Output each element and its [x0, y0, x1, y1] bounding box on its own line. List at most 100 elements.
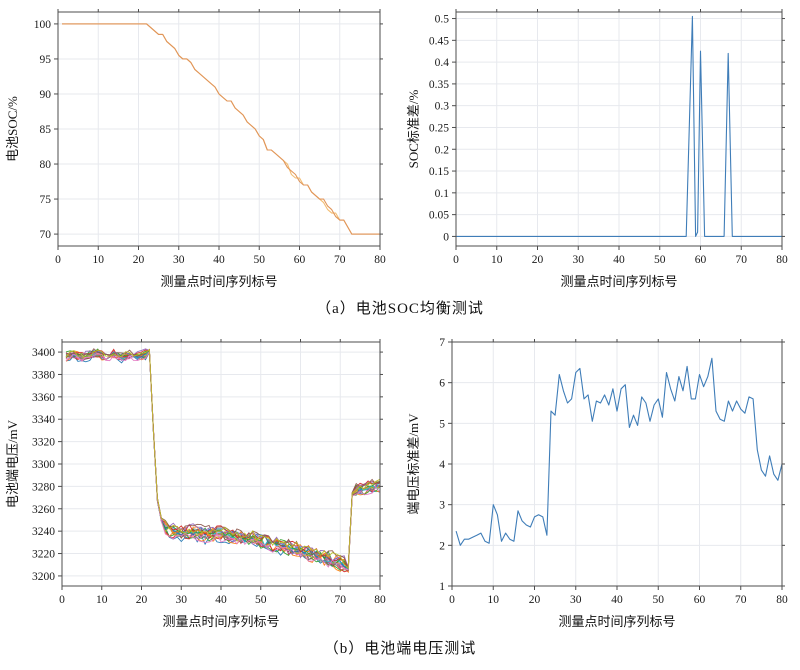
x-tick-label: 30: [173, 254, 185, 266]
y-tick-label: 0: [443, 231, 449, 243]
voltage-cell-trace: [65, 348, 381, 569]
x-tick-label: 80: [374, 254, 386, 266]
voltage-cell-trace: [65, 349, 381, 571]
x-tick-label: 50: [255, 594, 267, 606]
y-tick-label: 0.35: [429, 79, 449, 91]
x-tick-label: 40: [215, 594, 227, 606]
y-tick-label: 75: [40, 194, 52, 206]
y-tick-label: 0.3: [435, 101, 450, 113]
x-tick-label: 50: [653, 594, 665, 606]
cell-voltage-plot: 0 10 20 30 40 50 60 70 80 3200 3220 3240 3260 3280 330…: [2, 332, 392, 632]
y-tick-label: 3200: [32, 571, 55, 583]
x-tick-label: 0: [59, 594, 65, 606]
y-axis-label: SOC标准差/%: [406, 89, 421, 168]
y-axis-label: 电池端电压/mV: [5, 419, 20, 508]
x-axis-label: 测量点时间序列标号: [558, 614, 675, 629]
voltage-cell-trace: [65, 348, 381, 569]
x-tick-label: 0: [453, 254, 459, 266]
voltage-cell-trace: [65, 350, 381, 573]
y-tick-label: 80: [40, 159, 52, 171]
chart-soc-std: 0 10 20 30 40 50 60 70 80 0 0.05 0.1 0.15 0.2 0.25 0.3 0…: [406, 2, 796, 292]
soc-cells-group-2: [62, 23, 380, 235]
y-tick-label: 0.45: [429, 35, 449, 47]
x-tick-label: 70: [335, 594, 347, 606]
caption-b: （b）电池端电压测试: [323, 641, 477, 657]
chart-voltage-std: 0 10 20 30 40 50 60 70 80 1 2 3 4 5 6 7 测量点时间序列标号 端电压标准差/…: [406, 332, 796, 632]
soc-std-plot: 0 10 20 30 40 50 60 70 80 0 0.05 0.1 0.15 0.2 0.25 0.3 0…: [406, 2, 796, 292]
x-axis-label: 测量点时间序列标号: [160, 274, 277, 289]
y-tick-label: 3380: [32, 369, 55, 381]
x-tick-label: 10: [491, 254, 503, 266]
x-tick-label: 10: [96, 594, 108, 606]
x-tick-label: 60: [695, 254, 707, 266]
y-tick-label: 7: [439, 337, 445, 349]
voltage-cell-trace: [65, 349, 381, 570]
y-axis-label: 端电压标准差/mV: [406, 413, 421, 515]
y-tick-label: 3220: [32, 549, 55, 561]
y-tick-label: 4: [439, 459, 445, 471]
y-tick-label: 0.4: [435, 57, 450, 69]
x-tick-label: 10: [93, 254, 105, 266]
x-tick-label: 70: [736, 254, 748, 266]
y-tick-label: 2: [439, 540, 445, 552]
x-tick-label: 30: [176, 594, 188, 606]
x-tick-label: 70: [334, 254, 346, 266]
y-tick-label: 0.1: [435, 188, 450, 200]
x-axis-label: 测量点时间序列标号: [560, 274, 677, 289]
y-tick-label: 70: [40, 229, 52, 241]
x-tick-label: 0: [449, 594, 455, 606]
x-tick-label: 0: [55, 254, 61, 266]
x-tick-label: 30: [573, 254, 585, 266]
y-tick-label: 3300: [32, 459, 55, 471]
x-tick-label: 50: [654, 254, 666, 266]
y-axis-label: 电池SOC/%: [5, 96, 20, 162]
y-tick-label: 6: [439, 378, 445, 390]
y-tick-label: 0.15: [429, 166, 449, 178]
soc-balance-plot: 0 10 20 30 40 50 60 70 80 70 75 80 85 90 95 100 测量点时间序列标…: [2, 2, 392, 292]
x-tick-label: 60: [295, 594, 307, 606]
voltage-std-line: [455, 357, 783, 546]
x-tick-label: 40: [213, 254, 225, 266]
x-tick-label: 20: [133, 254, 145, 266]
y-tick-label: 0.5: [435, 14, 450, 26]
voltage-cell-trace: [65, 348, 381, 568]
y-tick-label: 90: [40, 89, 52, 101]
x-tick-label: 50: [254, 254, 266, 266]
y-tick-label: 3280: [32, 481, 55, 493]
y-tick-label: 1: [439, 581, 445, 593]
voltage-cell-trace: [65, 351, 381, 571]
y-tick-label: 3360: [32, 392, 55, 404]
voltage-cell-trace: [65, 348, 381, 571]
y-tick-label: 3240: [32, 526, 55, 538]
x-tick-label: 30: [570, 594, 582, 606]
voltage-cell-trace: [65, 350, 381, 571]
chart-soc-balance: 0 10 20 30 40 50 60 70 80 70 75 80 85 90 95 100 测量点时间序列标…: [2, 2, 392, 292]
y-tick-label: 3: [439, 500, 445, 512]
y-tick-label: 85: [40, 124, 52, 136]
x-tick-label: 60: [694, 594, 706, 606]
y-tick-label: 0.2: [435, 144, 450, 156]
y-tick-label: 0.05: [429, 210, 449, 222]
chart-cell-voltage: 0 10 20 30 40 50 60 70 80 3200 3220 3240 3260 3280 330…: [2, 332, 392, 632]
voltage-std-plot: 0 10 20 30 40 50 60 70 80 1 2 3 4 5 6 7 测量点时间序列标号 端电压标准差/…: [406, 332, 796, 632]
y-tick-label: 95: [40, 54, 52, 66]
x-tick-label: 60: [294, 254, 306, 266]
x-tick-label: 10: [488, 594, 500, 606]
y-tick-label: 3400: [32, 347, 55, 359]
y-tick-label: 3320: [32, 437, 55, 449]
x-tick-label: 80: [776, 254, 788, 266]
x-axis-label: 测量点时间序列标号: [162, 614, 279, 629]
y-tick-label: 0.25: [429, 122, 449, 134]
y-tick-label: 5: [439, 418, 445, 430]
x-tick-label: 80: [374, 594, 386, 606]
voltage-cell-trace: [65, 349, 381, 573]
voltage-cell-trace: [65, 350, 381, 571]
soc-std-line: [456, 15, 782, 237]
x-tick-label: 20: [136, 594, 148, 606]
x-tick-label: 40: [611, 594, 623, 606]
x-tick-label: 40: [613, 254, 625, 266]
y-tick-label: 100: [34, 19, 52, 31]
x-tick-label: 20: [532, 254, 544, 266]
x-tick-label: 80: [776, 594, 788, 606]
caption-a: （a）电池SOC均衡测试: [316, 301, 484, 317]
